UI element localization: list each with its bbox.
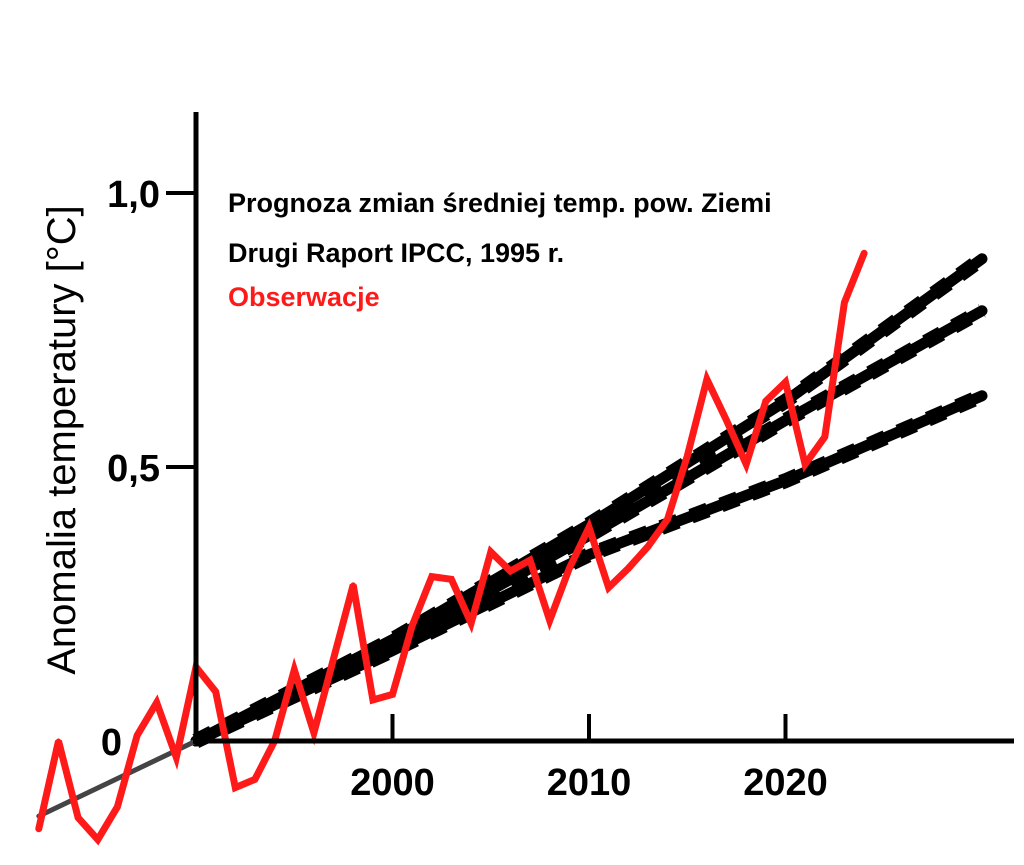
historical-trend-line [36, 738, 199, 819]
observation-point [488, 549, 494, 555]
observation-point [586, 524, 592, 530]
x-tick-label: 2010 [547, 762, 632, 804]
projection-band-prognoza-ipcc-1995-wariant-wysoki [190, 253, 988, 747]
observation-point [645, 543, 651, 549]
observation-point [331, 656, 337, 662]
observation-point [114, 804, 120, 810]
observation-point [311, 730, 317, 736]
observations-line [35, 249, 868, 846]
x-tick-label: 2020 [743, 762, 828, 804]
observation-point [861, 250, 867, 256]
observation-point [350, 582, 356, 588]
observation-point [743, 461, 749, 467]
observation-point [370, 697, 376, 703]
observation-point [684, 453, 690, 459]
observation-point [566, 565, 572, 571]
ticks-layer: 2000 2010 2020 0 0,5 1,0 [101, 174, 828, 804]
observation-point [606, 585, 612, 591]
observation-point [134, 733, 140, 739]
observation-point [75, 815, 81, 821]
observation-point [822, 434, 828, 440]
observation-point [841, 300, 847, 306]
observation-point [802, 461, 808, 467]
observation-point [55, 738, 61, 744]
observation-point [665, 516, 671, 522]
observation-point [232, 785, 238, 791]
y-tick-label: 0 [101, 722, 122, 764]
annotation-forecast-title: Prognoza zmian średniej temp. pow. Ziemi [228, 188, 772, 218]
observation-point [213, 689, 219, 695]
observation-point [252, 776, 258, 782]
y-tick-label: 0,5 [107, 448, 160, 490]
observation-point [468, 620, 474, 626]
series-layer [35, 249, 988, 846]
y-tick-label: 1,0 [107, 174, 160, 216]
observation-point [409, 623, 415, 629]
x-tick-label: 2000 [350, 762, 435, 804]
observation-point [527, 557, 533, 563]
observation-point [783, 379, 788, 385]
observation-point [95, 837, 101, 843]
legend-observations: Obserwacje [228, 282, 380, 312]
observation-point [429, 574, 435, 580]
observation-point [547, 617, 553, 623]
observation-point [507, 568, 513, 574]
observation-point [763, 398, 769, 404]
observation-point [724, 417, 730, 423]
annotation-ipcc-report: Drugi Raport IPCC, 1995 r. [228, 238, 564, 268]
observation-point [173, 754, 179, 760]
observation-point [448, 576, 454, 582]
observation-point [36, 826, 42, 832]
projection-band-dashes-prognoza-ipcc-1995-wariant-wysoki [192, 252, 987, 748]
observation-point [704, 376, 710, 382]
observation-point [291, 667, 297, 673]
observation-point [625, 565, 631, 571]
observation-point [154, 700, 160, 706]
observation-point [390, 691, 395, 697]
y-axis-title: Anomalia temperatury [°C] [40, 205, 84, 675]
